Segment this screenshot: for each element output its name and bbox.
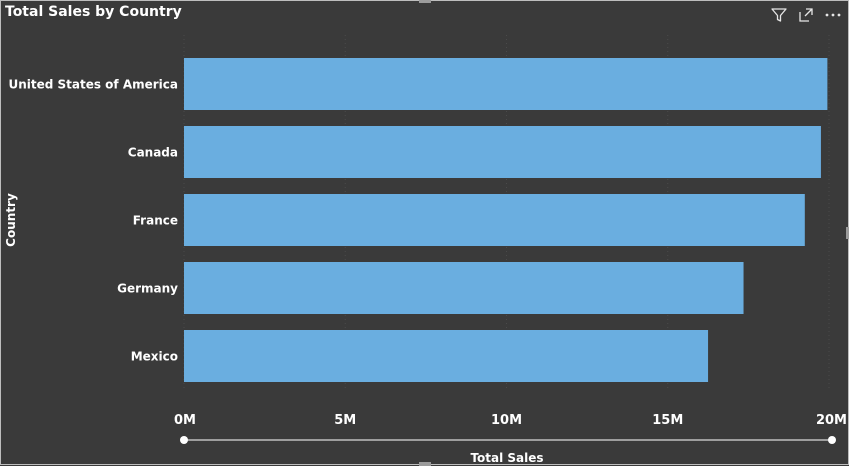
x-tick-label: 5M <box>334 413 356 428</box>
category-label: Canada <box>128 146 178 160</box>
x-tick-label: 0M <box>174 413 196 428</box>
category-label: France <box>133 214 178 228</box>
more-options-icon[interactable] <box>824 6 842 24</box>
x-tick-label: 10M <box>491 413 522 428</box>
focus-mode-icon[interactable] <box>797 6 815 24</box>
resize-handle-bottom[interactable] <box>419 462 431 466</box>
visual-header-icons <box>770 6 842 24</box>
resize-handle-top[interactable] <box>419 0 431 3</box>
category-label: Germany <box>117 282 178 296</box>
x-tick-label: 15M <box>652 413 683 428</box>
bar <box>184 330 709 382</box>
x-tick-label: 20M <box>816 413 847 428</box>
zoom-slider-handle-start[interactable] <box>180 436 188 444</box>
filter-icon[interactable] <box>770 6 788 24</box>
category-label: Mexico <box>131 350 178 364</box>
category-label: United States of America <box>8 78 178 92</box>
bar <box>184 194 805 246</box>
bar <box>184 58 828 110</box>
y-axis-title: Country <box>4 193 18 247</box>
chart-title: Total Sales by Country <box>5 4 182 20</box>
zoom-slider-handle-end[interactable] <box>828 436 836 444</box>
bar <box>184 262 744 314</box>
resize-handle-right[interactable] <box>846 227 849 239</box>
bar <box>184 126 821 178</box>
x-axis-title: Total Sales <box>470 451 543 464</box>
